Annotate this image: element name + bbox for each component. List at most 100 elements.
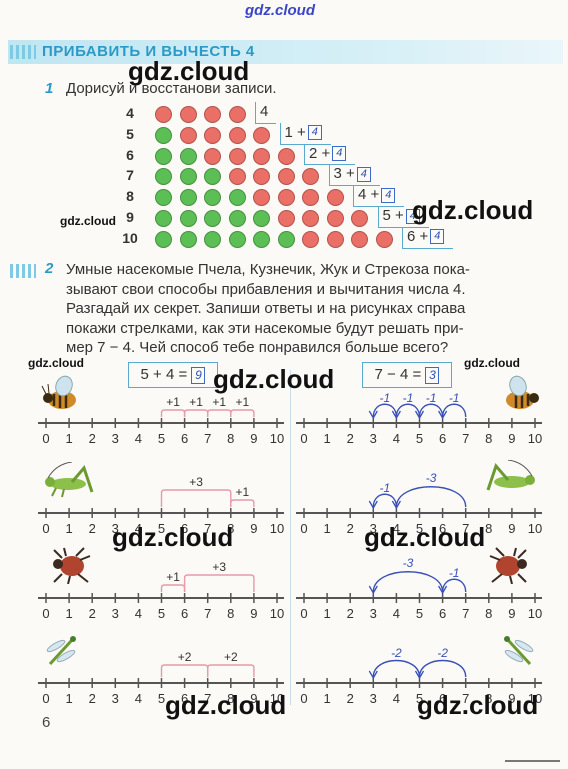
jump-arc bbox=[230, 409, 255, 417]
tick-label: 8 bbox=[227, 691, 234, 706]
red-circle bbox=[204, 106, 221, 123]
red-circle bbox=[351, 230, 368, 248]
red-circle bbox=[302, 230, 319, 248]
tick-label: 3 bbox=[370, 606, 377, 621]
jump-arc bbox=[183, 409, 209, 417]
row-expression: 2 +4 bbox=[309, 145, 347, 162]
tick-label: 7 bbox=[462, 691, 469, 706]
row-expression: 5 +4 bbox=[383, 207, 420, 224]
step-line bbox=[402, 226, 453, 249]
bee-icon bbox=[41, 375, 76, 409]
tick-label: 0 bbox=[300, 431, 307, 446]
tick-label: 6 bbox=[181, 691, 188, 706]
row-expression: 1 +4 bbox=[285, 124, 322, 141]
red-circle bbox=[326, 230, 344, 248]
tick-label: 2 bbox=[89, 606, 96, 621]
arc-arrowhead bbox=[391, 410, 401, 420]
red-circle bbox=[228, 126, 246, 144]
left-equation-box: 5 + 4 = 9 bbox=[128, 362, 218, 388]
green-circle bbox=[179, 168, 197, 186]
jump-label: -1 bbox=[449, 391, 460, 405]
red-circle bbox=[253, 147, 270, 165]
tick-label: 4 bbox=[393, 431, 400, 446]
tick-label: 1 bbox=[323, 521, 330, 536]
jump-arc bbox=[372, 493, 398, 508]
task-2-line: Разгадай их секрет. Запиши ответы и на р… bbox=[66, 300, 466, 317]
arc-arrowhead bbox=[368, 500, 378, 510]
tick-label: 0 bbox=[42, 691, 49, 706]
expression-text: 6 + bbox=[407, 227, 429, 245]
expression-answer[interactable]: 4 bbox=[356, 166, 371, 182]
tick-label: 3 bbox=[370, 691, 377, 706]
jump-arc bbox=[207, 664, 255, 677]
tick-label: 1 bbox=[323, 606, 330, 621]
tick-label: 4 bbox=[393, 691, 400, 706]
tick-label: 1 bbox=[323, 691, 330, 706]
grasshopper-icon bbox=[45, 462, 94, 498]
bee-icon bbox=[506, 375, 539, 409]
tick-label: 0 bbox=[42, 431, 49, 446]
green-circle bbox=[277, 230, 295, 248]
tick-label: 10 bbox=[528, 521, 542, 536]
expression-text: 4 bbox=[260, 103, 269, 120]
tick-label: 6 bbox=[439, 521, 446, 536]
left-equation-answer[interactable]: 9 bbox=[191, 367, 206, 384]
grasshopper-icon bbox=[486, 460, 535, 491]
tick-label: 1 bbox=[65, 606, 72, 621]
green-circle bbox=[155, 168, 172, 186]
green-circle bbox=[179, 230, 197, 248]
tick-label: 10 bbox=[528, 431, 542, 446]
tick-label: 6 bbox=[439, 606, 446, 621]
tick-label: 2 bbox=[89, 691, 96, 706]
column-divider bbox=[290, 370, 291, 705]
arc-arrowhead bbox=[368, 585, 378, 595]
tick-label: 2 bbox=[347, 691, 354, 706]
right-equation-answer[interactable]: 3 bbox=[425, 367, 440, 384]
jump-label: -3 bbox=[403, 556, 414, 570]
arc-arrowhead bbox=[368, 670, 378, 680]
jump-arc bbox=[395, 403, 421, 418]
expression-answer[interactable]: 4 bbox=[381, 187, 396, 203]
green-circle bbox=[228, 230, 246, 248]
tick-label: 10 bbox=[270, 691, 284, 706]
watermark: gdz.cloud bbox=[28, 356, 84, 370]
bottom-rule bbox=[505, 760, 560, 762]
expression-answer[interactable]: 4 bbox=[332, 146, 347, 162]
tick-label: 0 bbox=[300, 691, 307, 706]
expression-answer[interactable]: 4 bbox=[307, 125, 322, 141]
tick-label: 5 bbox=[158, 521, 165, 536]
left-number-line: 0 1 2 3 4 5 6 7 8 9 10 +1 +3 bbox=[38, 560, 284, 621]
watermark: gdz.cloud bbox=[165, 690, 287, 720]
tick-label: 7 bbox=[204, 606, 211, 621]
expression-answer[interactable]: 4 bbox=[405, 208, 420, 224]
jump-label: -3 bbox=[426, 471, 437, 485]
right-number-line: 0 1 2 3 4 5 6 7 8 9 10 -2 -2 bbox=[296, 646, 542, 706]
tick-label: 7 bbox=[462, 521, 469, 536]
expression-answer[interactable]: 4 bbox=[430, 229, 445, 245]
tick-label: 7 bbox=[462, 431, 469, 446]
row-count-label: 9 bbox=[126, 209, 134, 225]
tick-label: 10 bbox=[270, 431, 284, 446]
watermark: gdz.cloud bbox=[464, 356, 520, 370]
tick-label: 2 bbox=[89, 431, 96, 446]
tick-label: 5 bbox=[416, 521, 423, 536]
task-2-line: зывают свои способы прибавления и вычита… bbox=[66, 280, 466, 298]
tick-label: 3 bbox=[370, 521, 377, 536]
tick-label: 5 bbox=[158, 431, 165, 446]
row-expression: 4 +4 bbox=[358, 186, 396, 203]
right-number-line: 0 1 2 3 4 5 6 7 8 9 10 -1 -1 -1 -1 bbox=[296, 391, 542, 446]
jump-label: -1 bbox=[380, 391, 391, 405]
tick-label: 4 bbox=[135, 521, 142, 536]
green-circle bbox=[204, 230, 221, 248]
red-circle bbox=[155, 106, 172, 123]
tick-label: 3 bbox=[370, 431, 377, 446]
tick-label: 8 bbox=[485, 691, 492, 706]
tick-label: 3 bbox=[112, 606, 119, 621]
jump-label: -2 bbox=[391, 646, 402, 660]
tick-label: 6 bbox=[181, 431, 188, 446]
tick-label: 4 bbox=[135, 431, 142, 446]
tick-label: 3 bbox=[112, 521, 119, 536]
row-expression: 4 bbox=[260, 103, 268, 120]
tick-label: 2 bbox=[347, 606, 354, 621]
tick-label: 9 bbox=[508, 521, 515, 536]
